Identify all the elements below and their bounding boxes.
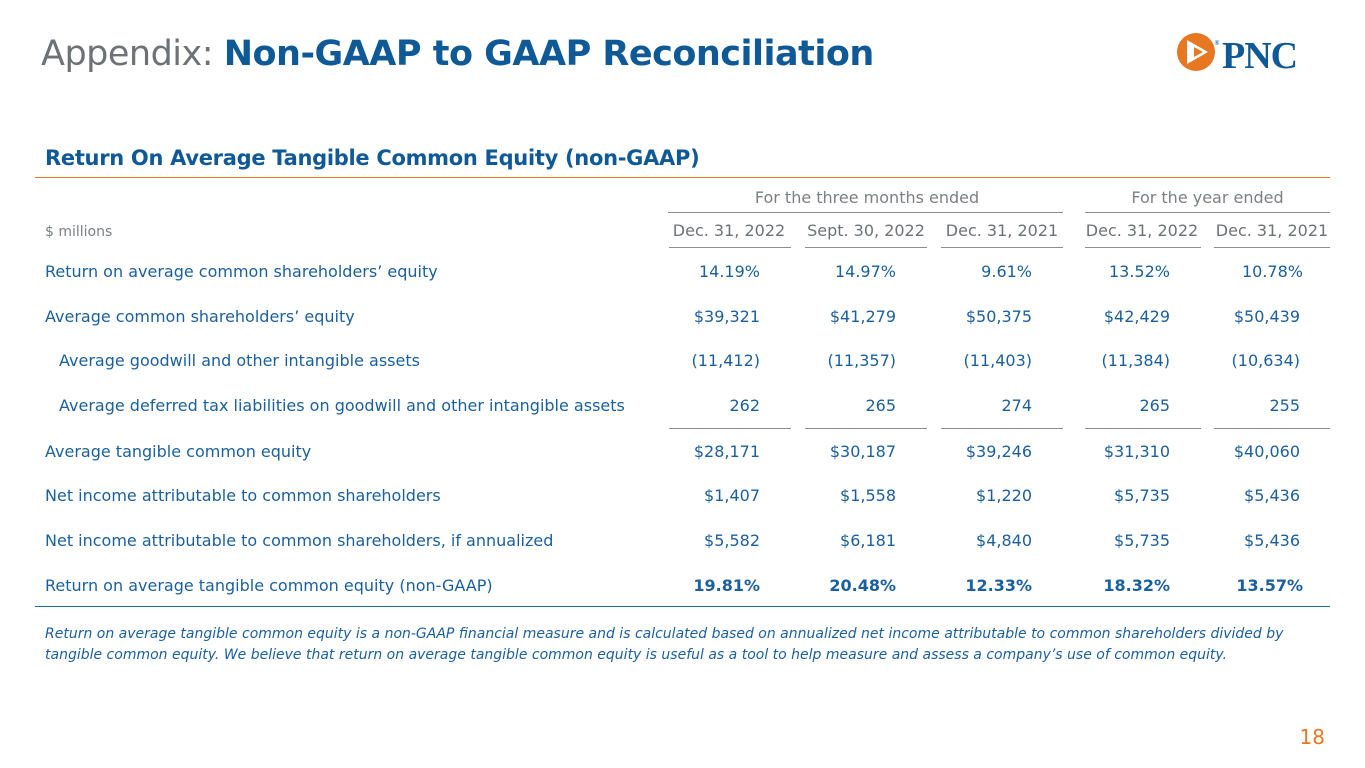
column-header: Dec. 31, 2021 xyxy=(1215,221,1329,240)
column-header-rule xyxy=(1085,247,1201,248)
page-number: 18 xyxy=(1299,725,1325,749)
column-header-rule xyxy=(669,247,791,248)
table-cell: 255 xyxy=(1269,396,1300,415)
table-cell: $31,310 xyxy=(1103,442,1170,461)
table-cell: (11,403) xyxy=(963,351,1032,370)
row-label: Return on average common shareholders’ e… xyxy=(45,262,438,281)
row-label: Average common shareholders’ equity xyxy=(45,307,355,326)
table-cell: (11,384) xyxy=(1101,351,1170,370)
table-cell: $6,181 xyxy=(840,531,896,550)
table-cell: $41,279 xyxy=(829,307,896,326)
table-cell: $5,436 xyxy=(1244,531,1300,550)
row-label: Average tangible common equity xyxy=(45,442,312,461)
column-header-rule xyxy=(805,247,927,248)
pnc-logo-mark-icon xyxy=(1177,33,1215,71)
table-cell: $28,171 xyxy=(693,442,760,461)
subtotal-rule xyxy=(1085,428,1201,429)
column-header: Dec. 31, 2022 xyxy=(1085,221,1199,240)
section-rule xyxy=(35,177,1330,178)
subtotal-rule xyxy=(669,428,791,429)
column-header-rule xyxy=(941,247,1063,248)
table-cell: 19.81% xyxy=(693,576,760,595)
table-bottom-rule xyxy=(35,606,1330,607)
row-label: Average goodwill and other intangible as… xyxy=(59,351,420,370)
table-cell: 20.48% xyxy=(829,576,896,595)
pnc-logo: ® PNC xyxy=(1177,33,1298,77)
table-cell: 12.33% xyxy=(965,576,1032,595)
table-cell: $50,439 xyxy=(1233,307,1300,326)
table-cell: $39,246 xyxy=(965,442,1032,461)
units-label: $ millions xyxy=(45,224,113,240)
table-cell: $4,840 xyxy=(976,531,1032,550)
table-cell: $30,187 xyxy=(829,442,896,461)
row-label: Net income attributable to common shareh… xyxy=(45,486,441,505)
column-group-rule xyxy=(668,212,1063,213)
table-cell: $42,429 xyxy=(1103,307,1170,326)
table-cell: 10.78% xyxy=(1241,262,1303,281)
column-group-rule xyxy=(1085,212,1330,213)
column-header: Dec. 31, 2021 xyxy=(945,221,1059,240)
column-header-rule xyxy=(1214,247,1330,248)
table-cell: $1,558 xyxy=(840,486,896,505)
table-cell: $1,407 xyxy=(704,486,760,505)
table-cell: (11,357) xyxy=(827,351,896,370)
pnc-logo-text: PNC xyxy=(1222,35,1297,77)
table-cell: $5,436 xyxy=(1244,486,1300,505)
table-cell: $5,735 xyxy=(1114,486,1170,505)
subtotal-rule xyxy=(1214,428,1330,429)
table-cell: 265 xyxy=(1139,396,1170,415)
title-prefix: Appendix: xyxy=(41,34,214,74)
table-cell: $1,220 xyxy=(976,486,1032,505)
table-cell: (11,412) xyxy=(691,351,760,370)
table-cell: 13.57% xyxy=(1236,576,1303,595)
table-cell: $5,735 xyxy=(1114,531,1170,550)
table-cell: $5,582 xyxy=(704,531,760,550)
column-group-year: For the year ended xyxy=(1131,188,1284,207)
table-cell: $39,321 xyxy=(693,307,760,326)
table-cell: $50,375 xyxy=(965,307,1032,326)
table-cell: 14.19% xyxy=(698,262,760,281)
footnote: Return on average tangible common equity… xyxy=(45,626,1284,663)
table-cell: 9.61% xyxy=(981,262,1032,281)
table-cell: 265 xyxy=(865,396,896,415)
section-title: Return On Average Tangible Common Equity… xyxy=(45,146,700,170)
column-header: Dec. 31, 2022 xyxy=(672,221,786,240)
table-cell: 18.32% xyxy=(1103,576,1170,595)
table-cell: $40,060 xyxy=(1233,442,1300,461)
table-cell: 274 xyxy=(1001,396,1032,415)
table-cell: 262 xyxy=(729,396,760,415)
table-cell: 13.52% xyxy=(1108,262,1170,281)
row-label: Return on average tangible common equity… xyxy=(45,576,493,595)
row-label: Net income attributable to common shareh… xyxy=(45,531,554,550)
page-title: Appendix: Non-GAAP to GAAP Reconciliatio… xyxy=(41,30,874,78)
column-group-three-months: For the three months ended xyxy=(754,188,980,207)
row-label: Average deferred tax liabilities on good… xyxy=(59,396,625,415)
table-cell: (10,634) xyxy=(1231,351,1300,370)
column-header: Sept. 30, 2022 xyxy=(807,221,925,240)
subtotal-rule xyxy=(941,428,1063,429)
title-main: Non-GAAP to GAAP Reconciliation xyxy=(223,34,875,74)
table-cell: 14.97% xyxy=(834,262,896,281)
subtotal-rule xyxy=(805,428,927,429)
registered-mark: ® xyxy=(1214,40,1220,47)
